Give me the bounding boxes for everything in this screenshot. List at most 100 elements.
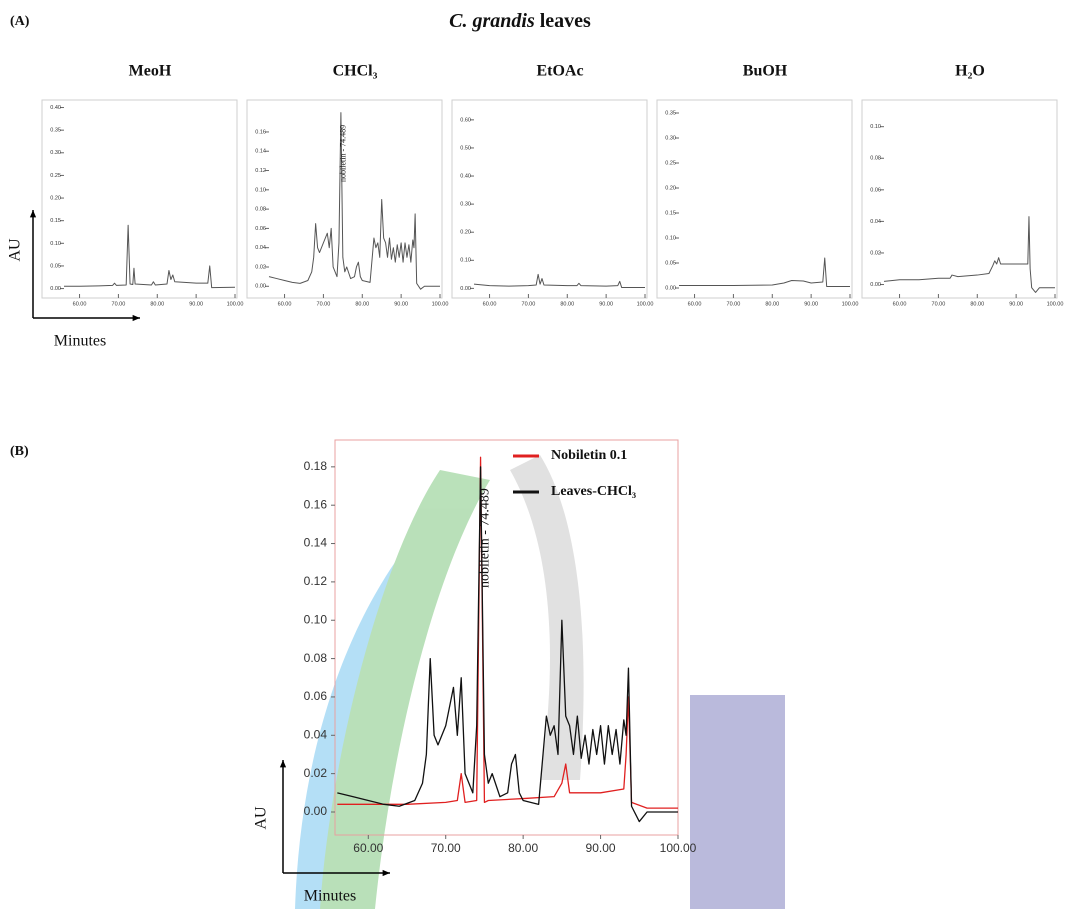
x-tick-label: 90.00 xyxy=(189,301,203,307)
y-tick-label: 0.20 xyxy=(460,230,471,236)
panel-label: (B) xyxy=(10,444,29,459)
chart-title: EtOAc xyxy=(536,63,583,80)
y-tick-label: 0.00 xyxy=(255,284,266,290)
y-axis-label: AU xyxy=(7,238,24,262)
x-tick-label: 80.00 xyxy=(560,301,574,307)
x-tick-label: 100.00 xyxy=(660,841,697,855)
y-tick-label: 0.10 xyxy=(460,258,471,264)
y-tick-label: 0.35 xyxy=(50,128,61,134)
x-tick-label: 60.00 xyxy=(893,301,907,307)
x-axis-label: Minutes xyxy=(304,888,356,905)
y-tick-label: 0.25 xyxy=(665,160,676,166)
x-tick-label: 90.00 xyxy=(394,301,408,307)
x-tick-label: 70.00 xyxy=(431,841,461,855)
y-tick-label: 0.00 xyxy=(460,286,471,292)
x-tick-label: 100.00 xyxy=(842,301,859,307)
x-tick-label: 100.00 xyxy=(637,301,654,307)
y-tick-label: 0.10 xyxy=(255,187,266,193)
x-tick-label: 100.00 xyxy=(432,301,449,307)
x-tick-label: 90.00 xyxy=(804,301,818,307)
y-tick-label: 0.30 xyxy=(665,135,676,141)
y-tick-label: 0.12 xyxy=(255,168,266,174)
arrow-head xyxy=(132,314,140,322)
y-tick-label: 0.08 xyxy=(870,156,881,162)
chart-title: CHCl₃ xyxy=(333,63,378,80)
x-tick-label: 60.00 xyxy=(73,301,87,307)
legend-label: Leaves-CHCl₃ xyxy=(551,484,636,499)
y-tick-label: 0.10 xyxy=(870,124,881,130)
y-tick-label: 0.05 xyxy=(50,263,61,269)
chart: MeoH 0.00 0.05 0.10 0.15 0.20 0.25 0.30 0.35 0.40… xyxy=(7,63,244,350)
y-tick-label: 0.00 xyxy=(304,804,328,818)
x-tick-label: 70.00 xyxy=(317,301,331,307)
watermark-band xyxy=(295,555,430,909)
chart-title: BuOH xyxy=(743,63,788,80)
y-tick-label: 0.16 xyxy=(255,129,266,135)
plot-frame xyxy=(656,99,853,299)
y-tick-label: 0.06 xyxy=(255,226,266,232)
y-tick-label: 0.04 xyxy=(870,219,881,225)
x-tick-label: 70.00 xyxy=(522,301,536,307)
y-tick-label: 0.15 xyxy=(50,218,61,224)
y-tick-label: 0.08 xyxy=(304,651,328,665)
x-tick-label: 60.00 xyxy=(353,841,383,855)
x-tick-label: 80.00 xyxy=(508,841,538,855)
y-tick-label: 0.18 xyxy=(304,459,328,473)
y-tick-label: 0.20 xyxy=(665,185,676,191)
arrow-head xyxy=(382,869,390,877)
data-line xyxy=(64,224,236,289)
x-tick-label: 90.00 xyxy=(1009,301,1023,307)
y-tick-label: 0.10 xyxy=(50,241,61,247)
data-line xyxy=(268,112,440,290)
y-tick-label: 0.04 xyxy=(304,727,328,741)
x-tick-label: 70.00 xyxy=(727,301,741,307)
y-tick-label: 0.50 xyxy=(460,145,471,151)
x-tick-label: 80.00 xyxy=(150,301,164,307)
y-tick-label: 0.12 xyxy=(304,574,328,588)
title-part: leaves xyxy=(540,10,591,32)
watermark-band xyxy=(510,455,584,780)
plot-frame xyxy=(41,99,238,299)
y-tick-label: 0.04 xyxy=(255,245,266,251)
arrow-head xyxy=(29,210,37,218)
chart: CHCl₃ 0.00 0.02 0.04 0.06 0.08 0.10 0.12 0.14 0.1… xyxy=(246,63,449,307)
x-tick-label: 70.00 xyxy=(932,301,946,307)
y-tick-label: 0.16 xyxy=(304,497,328,511)
y-tick-label: 0.06 xyxy=(870,187,881,193)
x-tick-label: 60.00 xyxy=(483,301,497,307)
data-line xyxy=(473,273,645,289)
x-tick-label: 80.00 xyxy=(765,301,779,307)
y-tick-label: 0.02 xyxy=(255,264,266,270)
y-tick-label: 0.14 xyxy=(304,536,328,550)
panel-label: (A) xyxy=(10,14,30,29)
peak-annotation: nobiletin - 74.489 xyxy=(478,488,493,588)
chart-title: H₂O xyxy=(955,63,985,80)
chart: BuOH 0.00 0.05 0.10 0.15 0.20 0.25 0.30 0.35 60.0… xyxy=(656,63,859,307)
y-tick-label: 0.30 xyxy=(50,150,61,156)
y-tick-label: 0.08 xyxy=(255,207,266,213)
chart: 0.00 0.02 0.04 0.06 0.08 0.10 0.12 0.14 0.16 0.18… xyxy=(253,439,697,905)
y-tick-label: 0.00 xyxy=(665,285,676,291)
plot-frame xyxy=(451,99,648,299)
x-axis-label: Minutes xyxy=(54,333,106,350)
plot-frame xyxy=(334,439,679,836)
x-tick-label: 100.00 xyxy=(1047,301,1064,307)
data-line xyxy=(883,216,1055,293)
x-tick-label: 60.00 xyxy=(278,301,292,307)
y-tick-label: 0.00 xyxy=(50,286,61,292)
watermark-block xyxy=(690,695,785,909)
y-tick-label: 0.02 xyxy=(870,250,881,256)
y-tick-label: 0.30 xyxy=(460,202,471,208)
y-axis-label: AU xyxy=(253,806,270,830)
data-line xyxy=(679,257,850,287)
legend-label: Nobiletin 0.1 xyxy=(551,448,627,463)
x-tick-label: 70.00 xyxy=(112,301,126,307)
y-tick-label: 0.40 xyxy=(460,173,471,179)
x-tick-label: 60.00 xyxy=(688,301,702,307)
plot-frame xyxy=(246,99,443,299)
x-tick-label: 100.00 xyxy=(227,301,244,307)
y-tick-label: 0.15 xyxy=(665,210,676,216)
arrow-head xyxy=(279,760,287,768)
